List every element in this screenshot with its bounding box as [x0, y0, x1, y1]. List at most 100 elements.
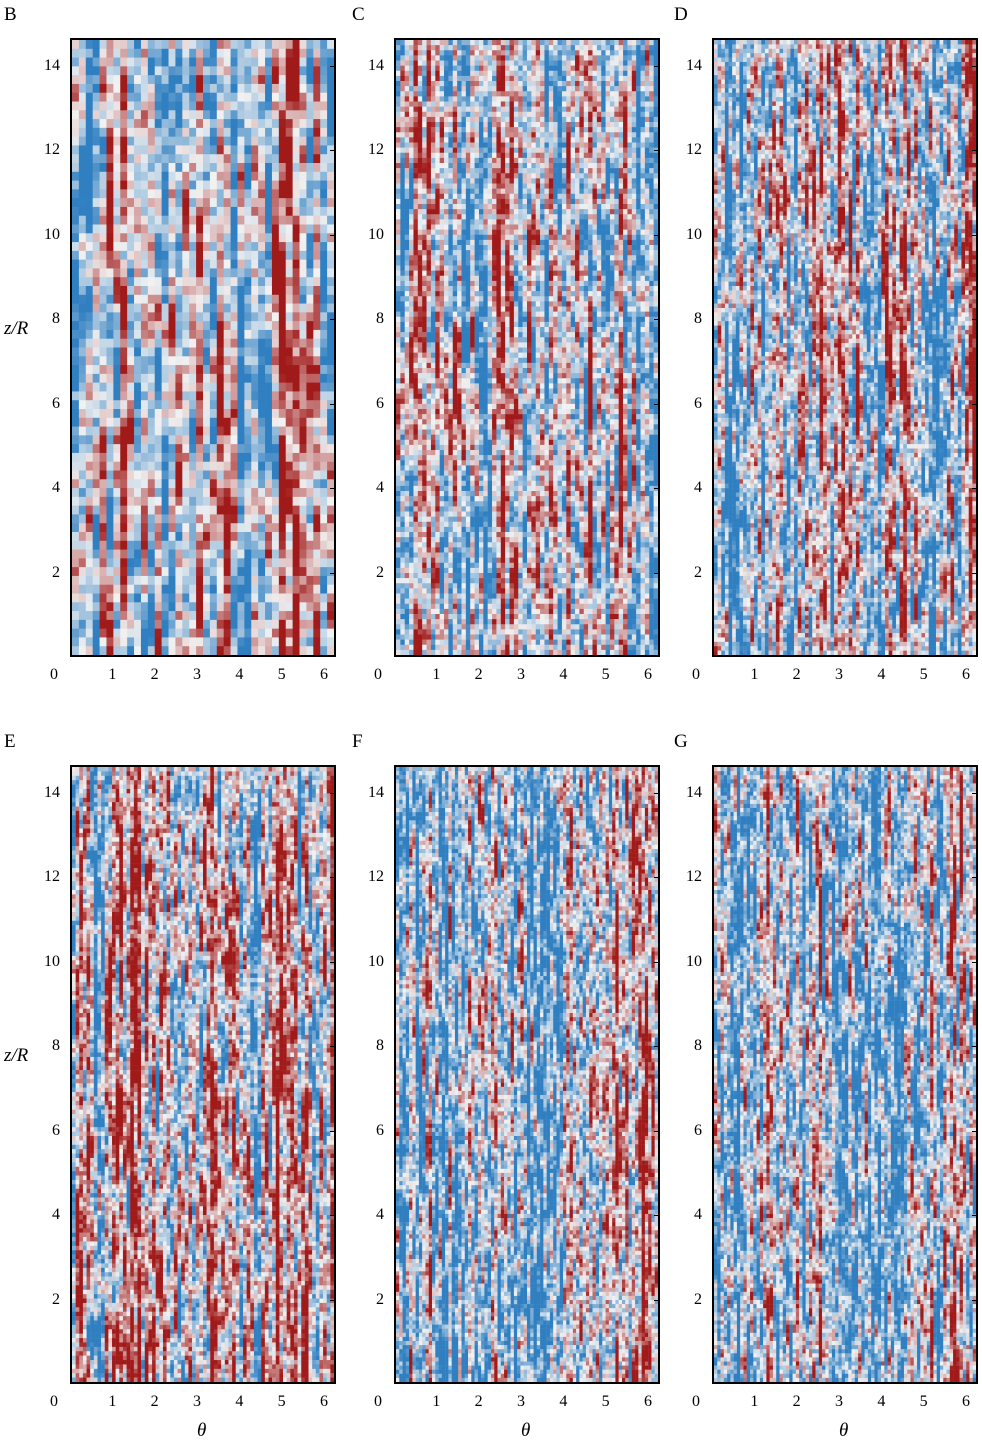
y-tick-label: 8 [672, 311, 702, 327]
x-tick-label: 6 [314, 1394, 334, 1410]
x-tick-label: 2 [469, 667, 489, 683]
y-tick-mark [972, 792, 977, 794]
y-axis-title: z/R [4, 318, 28, 340]
y-tick-label: 4 [30, 1207, 60, 1223]
y-tick-mark [654, 488, 659, 490]
x-tick-label: 4 [871, 1394, 891, 1410]
y-tick-label: 14 [354, 57, 384, 74]
y-tick-label: 12 [30, 869, 60, 885]
y-tick-label: 14 [30, 784, 60, 801]
panel-G: G 2 4 6 8 10 12 14 0 1 2 3 4 5 6 θ [652, 727, 982, 1441]
heatmap-plot [712, 765, 978, 1384]
y-tick-mark [330, 488, 335, 490]
panel-letter: C [352, 4, 365, 26]
y-tick-mark [972, 1299, 977, 1301]
y-axis-title: z/R [4, 1045, 28, 1067]
x-tick-label: 5 [596, 667, 616, 683]
y-tick-mark [972, 1046, 977, 1048]
x-tick-label: 5 [914, 667, 934, 683]
y-tick-label: 12 [30, 142, 60, 158]
y-tick-label: 10 [672, 953, 702, 970]
y-tick-label: 8 [672, 1038, 702, 1054]
x-tick-label: 0 [44, 1394, 64, 1410]
x-axis-title: θ [197, 1420, 206, 1442]
y-tick-label: 8 [354, 311, 384, 327]
x-tick-label: 3 [187, 1394, 207, 1410]
x-tick-label: 5 [272, 667, 292, 683]
y-tick-mark [972, 572, 977, 574]
x-tick-label: 6 [638, 667, 658, 683]
x-tick-label: 6 [956, 1394, 976, 1410]
heatmap-field [396, 767, 658, 1382]
x-tick-label: 1 [744, 1394, 764, 1410]
y-tick-mark [972, 488, 977, 490]
y-tick-mark [654, 65, 659, 67]
x-tick-label: 4 [229, 667, 249, 683]
panel-E: E 2 4 6 8 10 12 14 0 1 2 3 4 5 6 z/R θ [0, 727, 336, 1441]
panel-letter: D [674, 4, 688, 26]
y-tick-label: 14 [30, 57, 60, 74]
y-tick-mark [972, 150, 977, 152]
y-tick-mark [330, 1215, 335, 1217]
x-tick-label: 5 [596, 1394, 616, 1410]
x-tick-label: 4 [871, 667, 891, 683]
y-tick-label: 10 [354, 226, 384, 243]
heatmap-plot [712, 38, 978, 657]
y-tick-label: 8 [354, 1038, 384, 1054]
x-tick-label: 1 [426, 1394, 446, 1410]
panel-F: F 2 4 6 8 10 12 14 0 1 2 3 4 5 6 θ [330, 727, 660, 1441]
y-tick-label: 12 [672, 869, 702, 885]
heatmap-field [714, 40, 976, 655]
y-tick-label: 4 [354, 1207, 384, 1223]
y-tick-mark [330, 877, 335, 879]
x-axis-title: θ [839, 1420, 848, 1442]
y-tick-label: 12 [354, 142, 384, 158]
y-tick-label: 14 [354, 784, 384, 801]
y-tick-label: 6 [30, 395, 60, 412]
heatmap-field [714, 767, 976, 1382]
heatmap-plot [394, 38, 660, 657]
y-tick-mark [654, 792, 659, 794]
y-tick-mark [654, 150, 659, 152]
y-tick-mark [654, 1299, 659, 1301]
y-tick-label: 6 [30, 1122, 60, 1139]
y-tick-label: 2 [30, 1291, 60, 1308]
y-tick-mark [330, 792, 335, 794]
y-tick-mark [972, 234, 977, 236]
y-tick-label: 10 [30, 953, 60, 970]
y-tick-mark [972, 1130, 977, 1132]
x-tick-label: 3 [829, 1394, 849, 1410]
y-tick-label: 2 [672, 1291, 702, 1308]
x-tick-label: 6 [314, 667, 334, 683]
x-tick-label: 6 [638, 1394, 658, 1410]
y-tick-label: 14 [672, 57, 702, 74]
y-tick-label: 6 [354, 1122, 384, 1139]
x-tick-label: 1 [426, 667, 446, 683]
x-tick-label: 4 [229, 1394, 249, 1410]
y-tick-label: 10 [672, 226, 702, 243]
y-tick-mark [972, 319, 977, 321]
x-tick-label: 0 [686, 667, 706, 683]
y-tick-mark [330, 1130, 335, 1132]
x-tick-label: 6 [956, 667, 976, 683]
y-tick-mark [330, 961, 335, 963]
y-tick-label: 2 [672, 564, 702, 581]
y-tick-mark [654, 319, 659, 321]
heatmap-field [396, 40, 658, 655]
y-tick-label: 6 [672, 1122, 702, 1139]
y-tick-label: 2 [354, 1291, 384, 1308]
y-tick-label: 8 [30, 311, 60, 327]
y-tick-label: 4 [354, 480, 384, 496]
y-tick-mark [654, 961, 659, 963]
y-tick-mark [330, 319, 335, 321]
y-tick-label: 10 [30, 226, 60, 243]
x-tick-label: 3 [511, 667, 531, 683]
x-tick-label: 2 [145, 1394, 165, 1410]
x-tick-label: 4 [553, 667, 573, 683]
x-tick-label: 1 [744, 667, 764, 683]
y-tick-mark [654, 1215, 659, 1217]
y-tick-mark [330, 572, 335, 574]
x-axis-title: θ [521, 1420, 530, 1442]
y-tick-mark [972, 877, 977, 879]
heatmap-plot [70, 38, 336, 657]
